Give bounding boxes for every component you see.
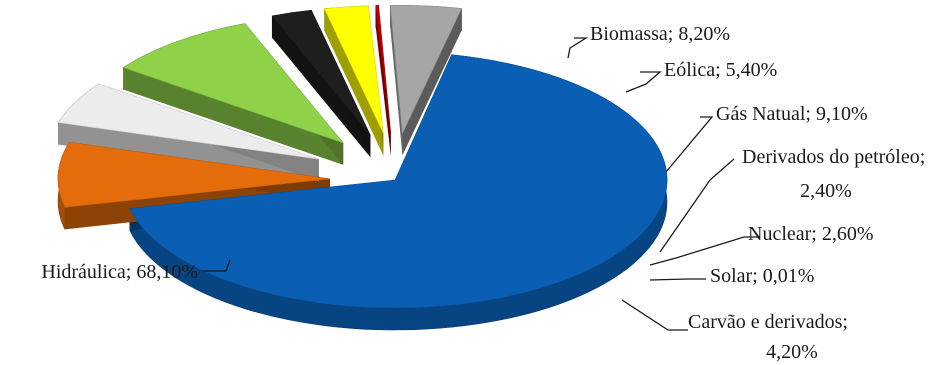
- pie-slice-carvao-e-derivados: [389, 5, 463, 135]
- data-label-biomassa: Biomassa; 8,20%: [590, 23, 730, 45]
- pie-slice-hidraulica: [129, 54, 668, 309]
- data-label-eolica: Eólica; 5,40%: [664, 59, 777, 81]
- data-label-derivados-do-petroleo-value: 2,40%: [800, 180, 852, 202]
- data-label-carvao-e-derivados-value: 4,20%: [766, 341, 818, 363]
- leader-line-biomassa: [567, 37, 589, 59]
- pie-slice-eolica: [57, 83, 319, 160]
- leader-line-nuclear: [649, 236, 760, 266]
- leader-line-hidraulica: [202, 259, 231, 272]
- data-label-solar: Solar; 0,01%: [710, 265, 814, 287]
- data-label-carvao-e-derivados: Carvão e derivados;: [688, 311, 848, 333]
- data-label-gas-natual: Gás Natual; 9,10%: [716, 103, 868, 125]
- leader-line-eolica: [625, 71, 662, 93]
- pie-slice-gas-natual: [122, 23, 345, 144]
- data-label-hidraulica: Hidráulica; 68,10%: [41, 261, 198, 283]
- leader-line-derivados-do-petroleo: [659, 158, 735, 253]
- leader-line-solar: [649, 278, 706, 281]
- pie-slice-nuclear: [324, 5, 384, 134]
- pie-slice-derivados-do-petroleo: [271, 9, 371, 136]
- leader-line-carvao-e-derivados: [621, 299, 688, 331]
- leader-line-gas-natual: [665, 116, 714, 173]
- pie-slice-solar: [375, 5, 392, 134]
- pie-slice-biomassa: [57, 141, 331, 208]
- data-label-derivados-do-petroleo: Derivados do petróleo;: [742, 146, 925, 168]
- data-label-nuclear: Nuclear; 2,60%: [748, 223, 874, 245]
